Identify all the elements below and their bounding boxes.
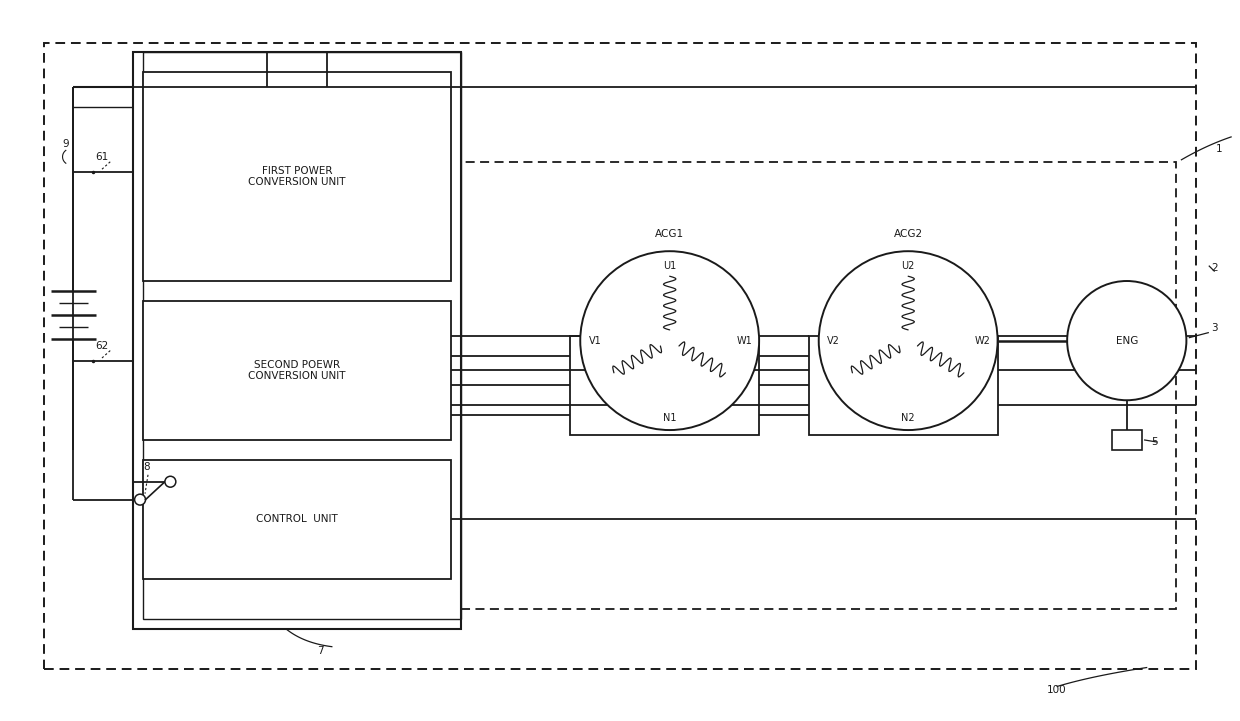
Text: 9: 9 xyxy=(62,139,68,149)
Bar xyxy=(43,43,1197,668)
Text: 8: 8 xyxy=(143,462,150,472)
Text: ACG1: ACG1 xyxy=(655,229,684,239)
Text: 100: 100 xyxy=(1048,686,1066,695)
Bar xyxy=(133,53,461,629)
Text: 2: 2 xyxy=(1211,263,1218,273)
Text: CONTROL  UNIT: CONTROL UNIT xyxy=(257,515,339,524)
Bar xyxy=(143,72,451,281)
Text: W2: W2 xyxy=(975,336,991,345)
Text: U2: U2 xyxy=(901,261,915,271)
Text: W1: W1 xyxy=(737,336,753,345)
Text: 1: 1 xyxy=(1216,143,1223,154)
Text: U1: U1 xyxy=(663,261,676,271)
Text: N1: N1 xyxy=(663,413,677,423)
Text: ACG2: ACG2 xyxy=(894,229,923,239)
Bar xyxy=(570,336,759,435)
Bar xyxy=(461,162,1177,609)
Circle shape xyxy=(1068,281,1187,400)
Bar xyxy=(143,53,461,619)
Bar xyxy=(143,301,451,440)
Bar xyxy=(808,336,998,435)
Text: N2: N2 xyxy=(901,413,915,423)
Text: SECOND POEWR
CONVERSION UNIT: SECOND POEWR CONVERSION UNIT xyxy=(248,360,346,381)
Text: ENG: ENG xyxy=(1116,336,1138,345)
Bar xyxy=(1112,430,1142,450)
Bar xyxy=(143,460,451,579)
Text: FIRST POWER
CONVERSION UNIT: FIRST POWER CONVERSION UNIT xyxy=(248,166,346,187)
Text: 62: 62 xyxy=(95,340,109,350)
Text: 61: 61 xyxy=(95,152,109,162)
Circle shape xyxy=(818,251,998,430)
Circle shape xyxy=(165,477,176,487)
Text: V1: V1 xyxy=(589,336,601,345)
Text: 7: 7 xyxy=(317,645,324,655)
Text: 3: 3 xyxy=(1211,323,1218,332)
Circle shape xyxy=(135,494,145,505)
Text: 5: 5 xyxy=(1152,437,1158,447)
Text: V2: V2 xyxy=(827,336,839,345)
Circle shape xyxy=(580,251,759,430)
